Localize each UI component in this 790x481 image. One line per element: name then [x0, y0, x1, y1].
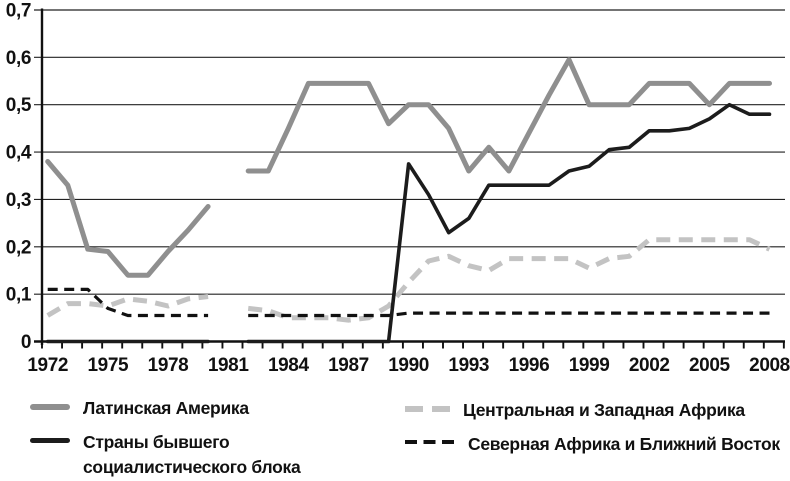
x-tick-label: 1975	[88, 355, 130, 376]
legend-item-central-west-africa: Центральная и Западная Африка	[405, 398, 790, 423]
x-tick-label: 2008	[749, 355, 790, 376]
y-tick-label: 0,2	[6, 237, 31, 258]
y-tick-label: 0,1	[6, 285, 32, 306]
legend-column-left: Латинская Америка Страны бывшего социали…	[30, 396, 360, 481]
legend-label-north-africa-middle-east: Северная Африка и Ближний Восток	[468, 434, 780, 454]
y-tick-label: 0	[21, 332, 31, 353]
legend-marker-socialist-bloc-line	[30, 438, 70, 443]
series-line-north-africa-middle-east	[47, 287, 770, 318]
y-tick-label: 0,5	[6, 95, 32, 116]
legend-marker-central-west-africa-dashes	[405, 406, 450, 412]
x-tick-label: 2002	[629, 355, 670, 376]
legend-item-north-africa-middle-east: Северная Африка и Ближний Восток	[405, 432, 790, 457]
chart-legend: Латинская Америка Страны бывшего социали…	[0, 388, 790, 481]
gridlines	[34, 9, 785, 295]
legend-label-socialist-bloc: Страны бывшего социалистического блока	[83, 432, 301, 477]
x-tick-label: 1978	[148, 355, 189, 376]
x-tick-label: 1999	[569, 355, 610, 376]
series-line-latin-america	[45, 57, 772, 278]
legend-item-socialist-bloc: Страны бывшего социалистического блока	[30, 430, 360, 480]
x-tick-label: 1981	[208, 355, 250, 376]
legend-item-latin-america: Латинская Америка	[30, 396, 360, 421]
y-tick-label: 0,7	[6, 1, 31, 22]
x-tick-label: 2005	[689, 355, 731, 376]
chart-plot-area: 0 0,1 0,2 0,3 0,4 0,5 0,6 0,7 1972 1975 1978 1981 19…	[6, 1, 790, 377]
y-tick-label: 0,3	[6, 190, 31, 211]
x-tick-label: 1987	[328, 355, 369, 376]
y-tick-label: 0,6	[6, 48, 31, 69]
legend-label-latin-america: Латинская Америка	[83, 398, 249, 418]
x-tick-label: 1990	[388, 355, 429, 376]
series-line-central-west-africa	[46, 237, 771, 323]
series-line-socialist-bloc	[45, 102, 772, 344]
legend-label-central-west-africa: Центральная и Западная Африка	[463, 400, 745, 420]
x-tick-label: 1984	[268, 355, 310, 376]
y-tick-label: 0,4	[6, 143, 32, 164]
x-tick-label: 1996	[509, 355, 550, 376]
legend-marker-latin-america-line	[30, 404, 70, 410]
x-tick-label: 1993	[448, 355, 489, 376]
x-tick-label: 1972	[27, 355, 68, 376]
legend-column-right: Центральная и Западная Африка Северная А…	[405, 398, 790, 466]
legend-marker-north-africa-middle-east-dashes	[405, 440, 455, 444]
